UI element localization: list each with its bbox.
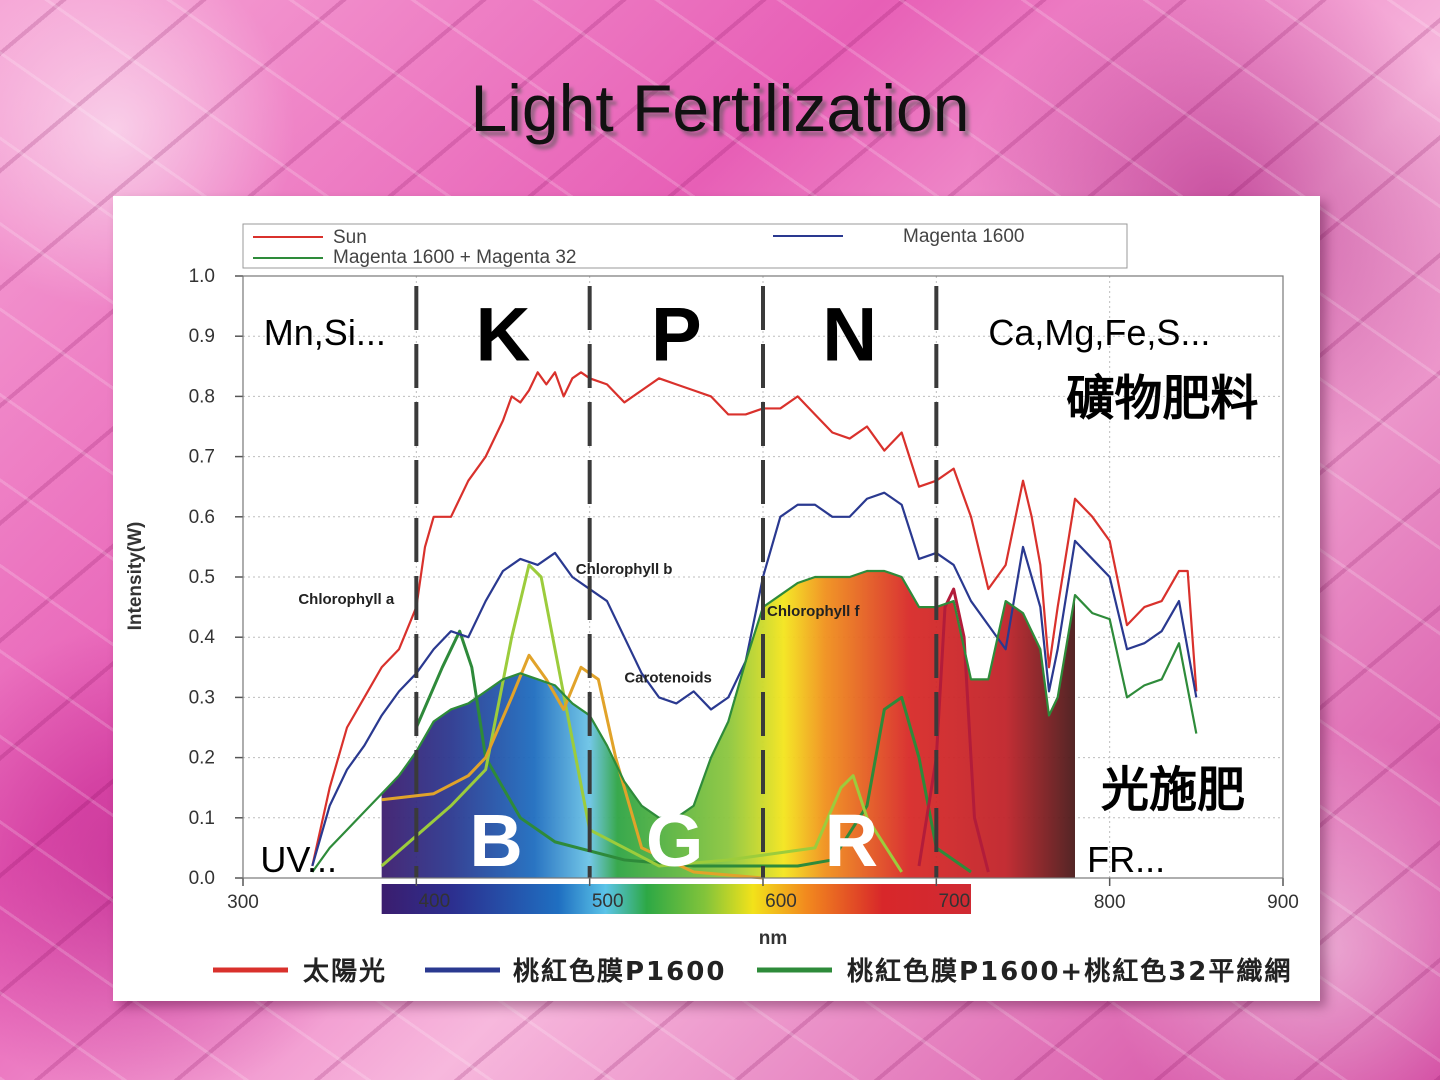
legend-entry-sun: Sun — [333, 227, 367, 248]
band-label-g: G — [646, 799, 704, 882]
x-tick-label: 900 — [1267, 892, 1299, 913]
y-tick-label: 0.5 — [189, 567, 215, 588]
band-label-b: B — [469, 799, 522, 882]
annotation-chlorophyll-f: Chlorophyll f — [767, 603, 860, 620]
y-tick-label: 0.3 — [189, 687, 215, 708]
label-mineral-fertilizer: 礦物肥料 — [1066, 370, 1258, 426]
band-label-ca-mg-fe-s: Ca,Mg,Fe,S... — [988, 312, 1210, 353]
x-axis-label: nm — [759, 928, 788, 949]
chart-text: 0.0 0.1 0.2 0.3 0.4 0.5 0.6 0.7 0.8 0.9 1.0 400 500 6… — [125, 223, 1299, 987]
chart-panel: 0.0 0.1 0.2 0.3 0.4 0.5 0.6 0.7 0.8 0.9 1.0 400 500 6… — [113, 196, 1320, 1001]
chlorophyll-a-curve — [414, 629, 972, 874]
y-tick-label: 0.7 — [189, 447, 215, 468]
bottom-legend-entry: 太陽光 — [303, 957, 387, 987]
band-dividers — [414, 286, 939, 878]
spectrum-bar-label: 700 — [938, 891, 970, 912]
spectrum-bar-label: 400 — [418, 891, 450, 912]
bottom-legend-entry: 桃紅色膜P1600+桃紅色32平織網 — [847, 956, 1292, 987]
band-label-r: R — [825, 799, 878, 882]
spectrum-bar-label: 600 — [765, 891, 797, 912]
band-label-mn-si: Mn,Si... — [264, 312, 386, 353]
y-tick-label: 0.4 — [189, 627, 216, 648]
legend-entry-combo: Magenta 1600 + Magenta 32 — [333, 247, 577, 268]
legend-entry-magenta: Magenta 1600 — [903, 226, 1025, 247]
plot-frame — [242, 275, 1284, 879]
label-light-fertilization: 光施肥 — [1101, 762, 1245, 818]
carotenoids-curve — [381, 653, 764, 880]
band-label-n: N — [822, 292, 877, 377]
y-tick-label: 0.1 — [189, 808, 215, 829]
band-label-fr: FR... — [1087, 839, 1165, 880]
y-tick-label: 0.8 — [189, 386, 215, 407]
spectrum-fill — [381, 570, 1076, 878]
y-tick-label: 0.9 — [189, 326, 215, 347]
spectrum-fill-area — [381, 570, 1076, 914]
x-tick-label: 800 — [1094, 892, 1126, 913]
y-tick-label: 1.0 — [189, 266, 215, 287]
axes — [235, 275, 1284, 886]
annotation-chlorophyll-a: Chlorophyll a — [298, 591, 394, 608]
y-tick-label: 0.2 — [189, 748, 215, 769]
band-label-uv: UV... — [260, 839, 337, 880]
band-label-p: P — [651, 292, 702, 377]
x-tick-label: 300 — [227, 892, 259, 913]
spectrum-color-bar — [381, 884, 972, 914]
legend-box — [242, 223, 1128, 269]
bottom-legend-entry: 桃紅色膜P1600 — [513, 956, 726, 987]
sun-series-line — [311, 371, 1198, 867]
y-tick-label: 0.6 — [189, 507, 215, 528]
y-axis-label: Intensity(W) — [125, 522, 146, 631]
annotation-carotenoids: Carotenoids — [624, 669, 712, 686]
slide-title: Light Fertilization — [470, 71, 970, 145]
band-label-k: K — [476, 292, 531, 377]
spectrum-bar-label: 500 — [592, 891, 624, 912]
y-tick-label: 0.0 — [189, 868, 215, 889]
spectrum-chart: 0.0 0.1 0.2 0.3 0.4 0.5 0.6 0.7 0.8 0.9 1.0 400 500 6… — [125, 223, 1299, 987]
annotation-chlorophyll-b: Chlorophyll b — [576, 561, 673, 578]
